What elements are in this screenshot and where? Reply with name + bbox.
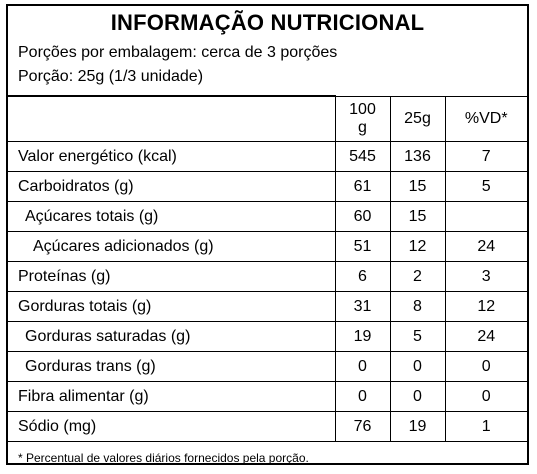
row-name: Proteínas (g)	[8, 261, 336, 292]
row-serving: 2	[389, 261, 446, 292]
row-name: Fibra alimentar (g)	[8, 381, 336, 412]
row-per100: 76	[334, 411, 391, 442]
row-per100: 31	[334, 291, 391, 322]
table-row: Açúcares totais (g) 60 15	[8, 201, 527, 232]
row-serving: 136	[389, 141, 446, 172]
row-dv: 24	[444, 231, 527, 262]
row-dv: 7	[444, 141, 527, 172]
row-serving: 0	[389, 381, 446, 412]
row-serving: 8	[389, 291, 446, 322]
row-name: Gorduras trans (g)	[8, 351, 336, 382]
row-name: Gorduras totais (g)	[8, 291, 336, 322]
header-per-serving: 25g	[389, 95, 446, 142]
row-name: Carboidratos (g)	[8, 171, 336, 202]
row-per100: 60	[334, 201, 391, 232]
table-row: Valor energético (kcal) 545 136 7	[8, 141, 527, 172]
row-dv: 0	[444, 351, 527, 382]
table-row: Açúcares adicionados (g) 51 12 24	[8, 231, 527, 262]
row-dv: 24	[444, 321, 527, 352]
row-name: Açúcares totais (g)	[8, 201, 336, 232]
serving-size: Porção: 25g (1/3 unidade)	[18, 68, 204, 85]
row-serving: 5	[389, 321, 446, 352]
row-serving: 0	[389, 351, 446, 382]
row-dv	[444, 201, 527, 232]
row-dv: 5	[444, 171, 527, 202]
header-per100: 100 g	[334, 95, 391, 142]
header-per100-line2: g	[358, 118, 367, 136]
row-per100: 545	[334, 141, 391, 172]
row-per100: 0	[334, 351, 391, 382]
row-per100: 61	[334, 171, 391, 202]
row-dv: 1	[444, 411, 527, 442]
row-serving: 15	[389, 201, 446, 232]
nutrition-table: 100 g 25g %VD* Valor energético (kcal) 54…	[8, 95, 527, 442]
header-per100-line1: 100	[349, 100, 376, 118]
table-row: Proteínas (g) 6 2 3	[8, 261, 527, 292]
label-title: INFORMAÇÃO NUTRICIONAL	[110, 10, 425, 35]
row-name: Açúcares adicionados (g)	[8, 231, 336, 262]
table-row: Gorduras saturadas (g) 19 5 24	[8, 321, 527, 352]
row-per100: 6	[334, 261, 391, 292]
row-serving: 19	[389, 411, 446, 442]
table-row: Gorduras totais (g) 31 8 12	[8, 291, 527, 322]
nutrition-label: INFORMAÇÃO NUTRICIONAL Porções por embal…	[6, 4, 529, 465]
table-header-row: 100 g 25g %VD*	[8, 95, 527, 142]
table-row: Gorduras trans (g) 0 0 0	[8, 351, 527, 382]
header-blank-cell	[8, 95, 336, 142]
row-name: Valor energético (kcal)	[8, 141, 336, 172]
footnote: * Percentual de valores diários fornecid…	[18, 451, 309, 465]
servings-per-package: Porções por embalagem: cerca de 3 porçõe…	[18, 44, 338, 61]
header-dv: %VD*	[444, 95, 527, 142]
row-name: Gorduras saturadas (g)	[8, 321, 336, 352]
row-dv: 0	[444, 381, 527, 412]
row-name: Sódio (mg)	[8, 411, 336, 442]
row-per100: 19	[334, 321, 391, 352]
row-serving: 12	[389, 231, 446, 262]
table-row: Sódio (mg) 76 19 1	[8, 411, 527, 442]
row-serving: 15	[389, 171, 446, 202]
row-per100: 0	[334, 381, 391, 412]
row-dv: 12	[444, 291, 527, 322]
table-row: Fibra alimentar (g) 0 0 0	[8, 381, 527, 412]
row-dv: 3	[444, 261, 527, 292]
table-row: Carboidratos (g) 61 15 5	[8, 171, 527, 202]
row-per100: 51	[334, 231, 391, 262]
